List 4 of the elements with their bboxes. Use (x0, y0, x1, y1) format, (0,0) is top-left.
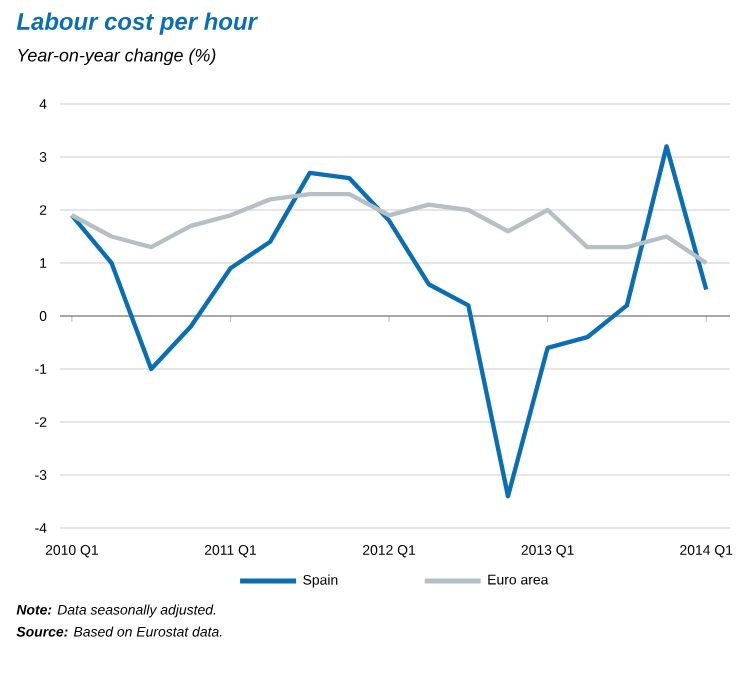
chart-title: Labour cost per hour (16, 12, 258, 35)
chart-subtitle: Year-on-year change (%) (18, 48, 216, 66)
line-series (69, 191, 709, 266)
line-series (69, 144, 709, 499)
